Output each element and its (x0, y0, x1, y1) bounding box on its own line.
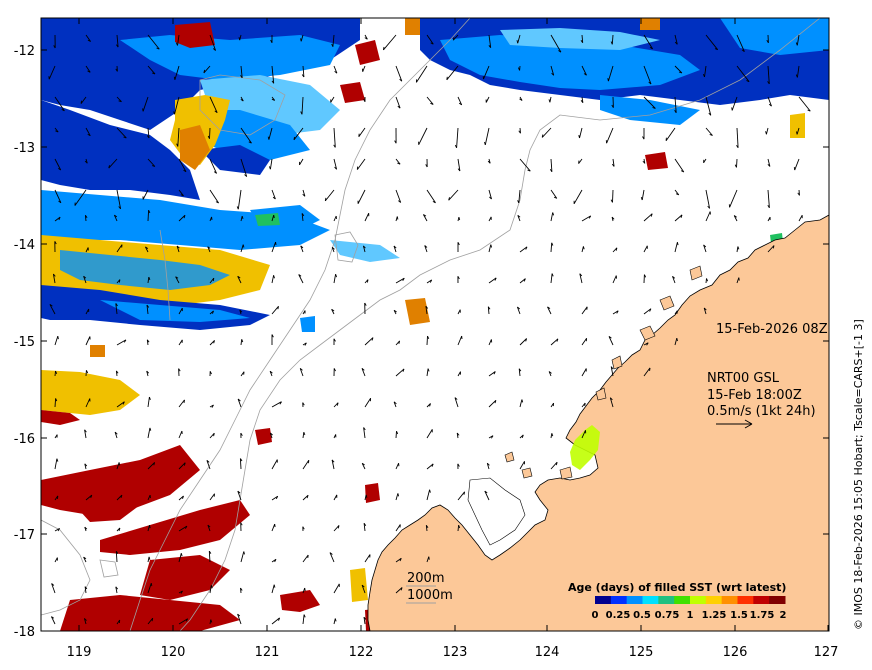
current-arrow-head (447, 77, 448, 80)
current-arrow-head (383, 47, 384, 50)
current-arrow (210, 128, 211, 139)
current-arrow-head (301, 38, 302, 41)
current-arrow-head (58, 336, 59, 339)
colorbar-swatch (627, 596, 643, 604)
current-arrow-head (278, 306, 279, 309)
colorbar-swatch (611, 596, 627, 604)
current-time-label: 15-Feb 18:00Z (707, 388, 802, 403)
credit-label: © IMOS 18-Feb-2026 15:05 Hobart; Tscale=… (852, 319, 865, 630)
scale-reference-label: 0.5m/s (1kt 24h) (707, 404, 816, 419)
y-tick-label: -16 (14, 432, 35, 447)
y-tick-label: -17 (14, 528, 35, 543)
colorbar-swatch (674, 596, 690, 604)
current-arrow-head (184, 400, 185, 403)
colorbar-tick: 1.5 (730, 610, 748, 621)
x-tick-label: 119 (67, 645, 92, 660)
colorbar-tick: 1.25 (702, 610, 727, 621)
current-arrow-head (119, 462, 120, 465)
colorbar-swatch (595, 596, 611, 604)
current-arrow-head (608, 78, 609, 81)
colorbar-swatch (753, 596, 769, 604)
current-arrow-head (151, 583, 152, 586)
current-arrow (55, 398, 56, 407)
x-tick-label: 122 (349, 645, 374, 660)
colorbar-swatch (658, 596, 674, 604)
current-arrow (427, 336, 428, 345)
x-tick-label: 126 (723, 645, 748, 660)
colorbar-swatch (738, 596, 754, 604)
colorbar-tick: 1 (687, 610, 694, 621)
current-arrow-head (325, 198, 326, 201)
x-tick-label: 124 (535, 645, 560, 660)
current-arrow-head (797, 132, 798, 135)
colorbar-swatch (690, 596, 706, 604)
timestamp-label: 15-Feb-2026 08Z (716, 322, 828, 337)
current-arrow-head (585, 403, 586, 406)
colorbar-tick: 2 (780, 610, 787, 621)
colorbar-tick: 1.75 (750, 610, 775, 621)
x-tick-label: 125 (629, 645, 654, 660)
y-tick-label: -14 (14, 238, 35, 253)
colorbar-swatch (769, 596, 785, 604)
current-arrow (396, 431, 397, 438)
product-label: NRT00 GSL (707, 371, 780, 386)
colorbar-tick: 0 (592, 610, 599, 621)
isobath-200-label: 200m (407, 571, 444, 586)
x-tick-label: 123 (443, 645, 468, 660)
colorbar-tick: 0.75 (655, 610, 680, 621)
colorbar-tick: 0.5 (633, 610, 651, 621)
current-arrow-head (732, 107, 733, 110)
x-tick-label: 121 (255, 645, 280, 660)
x-tick-label: 120 (161, 645, 186, 660)
current-arrow-head (174, 77, 175, 80)
current-arrow-head (274, 215, 275, 218)
current-arrow (737, 159, 738, 167)
x-tick-label: 127 (814, 645, 839, 660)
current-arrow-head (213, 278, 214, 281)
colorbar-swatch (643, 596, 659, 604)
y-tick-label: -12 (14, 44, 35, 59)
current-arrow-head (739, 278, 740, 281)
current-arrow-head (397, 217, 398, 220)
current-arrow (613, 190, 614, 202)
current-arrow-head (119, 280, 120, 283)
current-arrow-head (429, 557, 430, 560)
current-arrow-head (152, 618, 153, 621)
current-arrow-head (305, 588, 306, 591)
colorbar-title: Age (days) of filled SST (wrt latest) (568, 581, 786, 594)
colorbar-tick: 0.25 (606, 610, 631, 621)
isobath-1000-label: 1000m (407, 588, 453, 603)
y-tick-label: -15 (14, 335, 35, 350)
colorbar-swatch (722, 596, 738, 604)
current-arrow (148, 210, 149, 221)
current-arrow-head (294, 137, 295, 140)
y-tick-label: -18 (14, 625, 35, 640)
y-tick-label: -13 (14, 141, 35, 156)
current-arrow-head (367, 280, 368, 283)
current-arrow-head (464, 492, 465, 495)
current-arrow-head (143, 108, 144, 111)
colorbar-swatch (706, 596, 722, 604)
